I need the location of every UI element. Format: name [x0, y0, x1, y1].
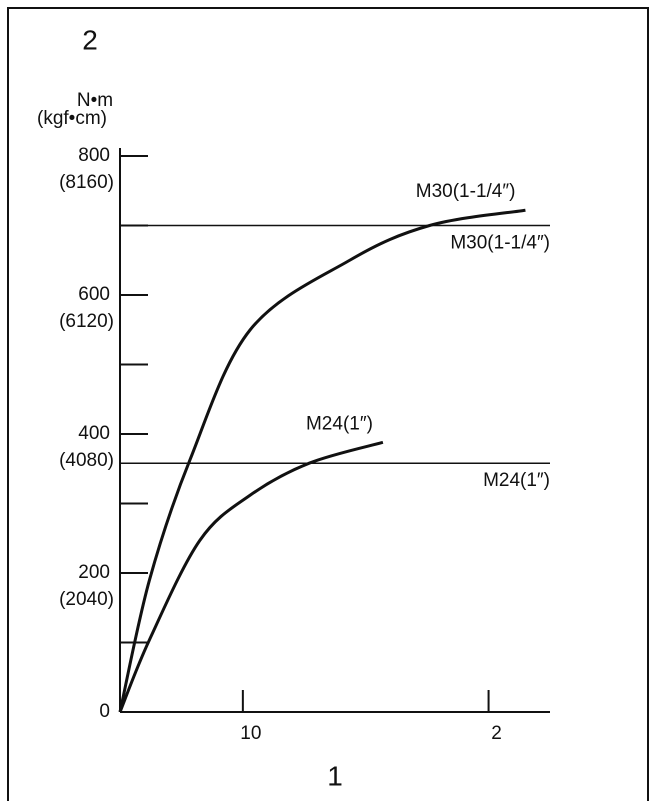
y-tick-alt-label: (2040) — [59, 589, 114, 610]
series-label: M24(1″) — [306, 413, 373, 434]
y-unit-alt: (kgf•cm) — [37, 108, 107, 129]
y-tick-label: 800 — [78, 145, 110, 166]
y-tick-alt-label: (4080) — [59, 450, 114, 471]
y-unit: N•m — [77, 90, 113, 111]
series-label: M30(1-1/4″) — [416, 181, 516, 202]
series-line — [118, 208, 526, 713]
y-tick-alt-label: (8160) — [59, 172, 114, 193]
y-tick-label: 400 — [78, 423, 110, 444]
y-tick-label: 200 — [78, 562, 110, 583]
y-axis-label: 2 — [82, 24, 98, 55]
x-tick-label: 2 — [491, 723, 502, 744]
y-tick-alt-label: (6120) — [59, 311, 114, 332]
y-tick-label: 0 — [99, 701, 110, 722]
series-line — [118, 440, 384, 713]
x-axis-label: 1 — [327, 760, 343, 791]
reference-line-label: M24(1″) — [483, 470, 550, 491]
x-tick-label: 10 — [240, 723, 261, 744]
y-tick-label: 600 — [78, 284, 110, 305]
frame — [7, 7, 649, 801]
reference-line-label: M30(1-1/4″) — [450, 233, 550, 254]
